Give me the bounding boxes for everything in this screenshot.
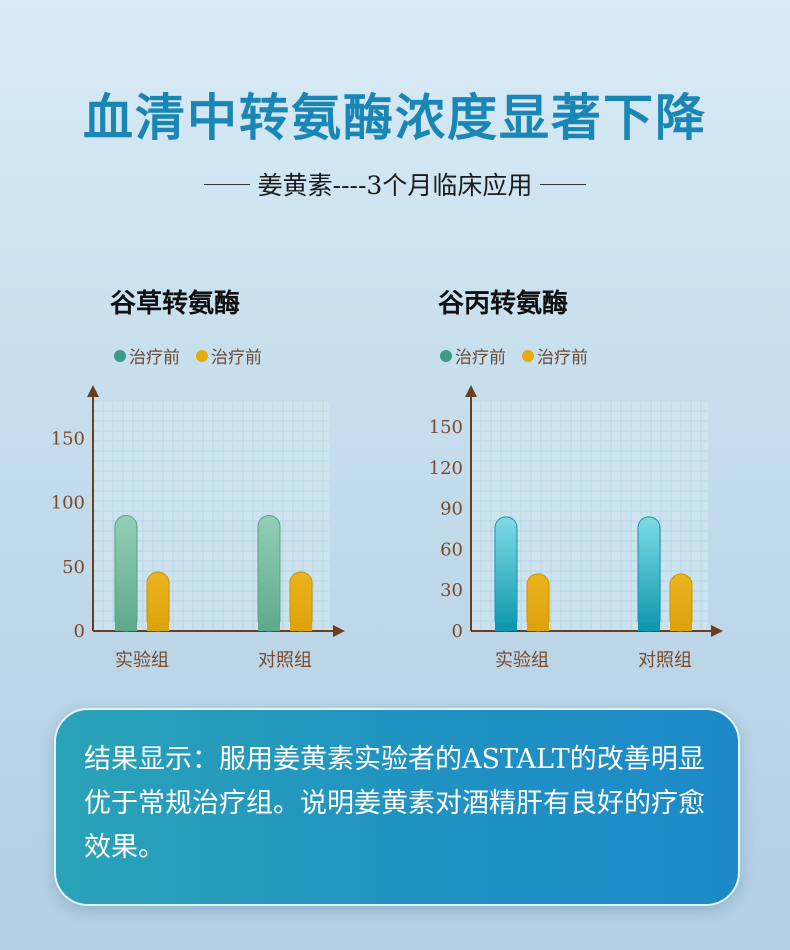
legend-item-teal: 治疗前 [114,343,180,368]
legend-item-amber: 治疗前 [522,343,588,368]
x-axis-arrow-icon [333,625,345,637]
bar-base [115,623,137,631]
subtitle-text: 姜黄素----3个月临床应用 [257,171,533,200]
x-tick-label: 实验组 [495,650,549,671]
bar [494,516,518,632]
chart-ast: 谷草转氨酶 治疗前 治疗前 0 50 100 150 实验组 对照组 [40,275,380,685]
bar-base [258,623,280,631]
legend-label: 治疗前 [211,348,262,368]
y-tick-label: 60 [440,539,463,560]
bar-base [670,623,692,631]
y-tick-label: 150 [51,429,85,450]
legend-dot-amber-icon [196,349,208,362]
x-tick-label: 对照组 [258,650,312,671]
bar [257,515,281,632]
bar [289,571,313,632]
page-title: 血清中转氨酶浓度显著下降 [83,89,707,147]
y-tick-label: 0 [452,621,463,642]
bar-base [495,623,517,631]
legend-item-amber: 治疗前 [196,343,262,368]
legend-dot-amber-icon [522,349,534,362]
bar-base [527,623,549,631]
bar [669,573,693,632]
y-tick-label: 90 [440,499,463,520]
legend-label: 治疗前 [537,348,588,368]
legend-dot-teal-icon [440,349,452,362]
subtitle-right-rule [540,183,587,185]
x-axis-arrow-icon [711,625,723,637]
chart-alt: 谷丙转氨酶 治疗前 治疗前 0 30 60 90 120 150 实验组 对照组 [420,275,760,685]
y-tick-label: 100 [51,493,85,514]
legend-item-teal: 治疗前 [440,343,506,368]
y-axis-arrow-icon [87,385,99,397]
y-tick-label: 150 [429,417,463,438]
bar [526,573,550,632]
chart-legend: 治疗前 治疗前 [114,343,262,368]
chart-title: 谷草转氨酶 [110,289,241,319]
x-tick-label: 实验组 [115,650,169,671]
y-axis-arrow-icon [465,385,477,397]
legend-dot-teal-icon [114,349,126,362]
bar [637,516,661,632]
legend-label: 治疗前 [455,348,506,368]
result-note: 结果显示：服用姜黄素实验者的ASTALT的改善明显优于常规治疗组。说明姜黄素对酒… [54,708,740,906]
legend-label: 治疗前 [129,348,180,368]
y-tick-label: 0 [74,621,85,642]
y-tick-label: 30 [440,580,463,601]
page-subtitle: 姜黄素----3个月临床应用 [0,166,790,202]
chart-title: 谷丙转氨酶 [438,289,569,319]
chart-ast-plot: 0 50 100 150 实验组 对照组 [51,385,345,671]
subtitle-left-rule [203,183,250,185]
bar-base [638,623,660,631]
y-tick-label: 50 [62,557,85,578]
chart-legend: 治疗前 治疗前 [440,343,588,368]
chart-alt-plot: 0 30 60 90 120 150 实验组 对照组 [429,385,723,671]
bar [114,515,138,632]
bar [146,571,170,632]
bar-base [290,623,312,631]
y-tick-label: 120 [429,458,463,479]
bar-base [147,623,169,631]
x-tick-label: 对照组 [638,650,692,671]
